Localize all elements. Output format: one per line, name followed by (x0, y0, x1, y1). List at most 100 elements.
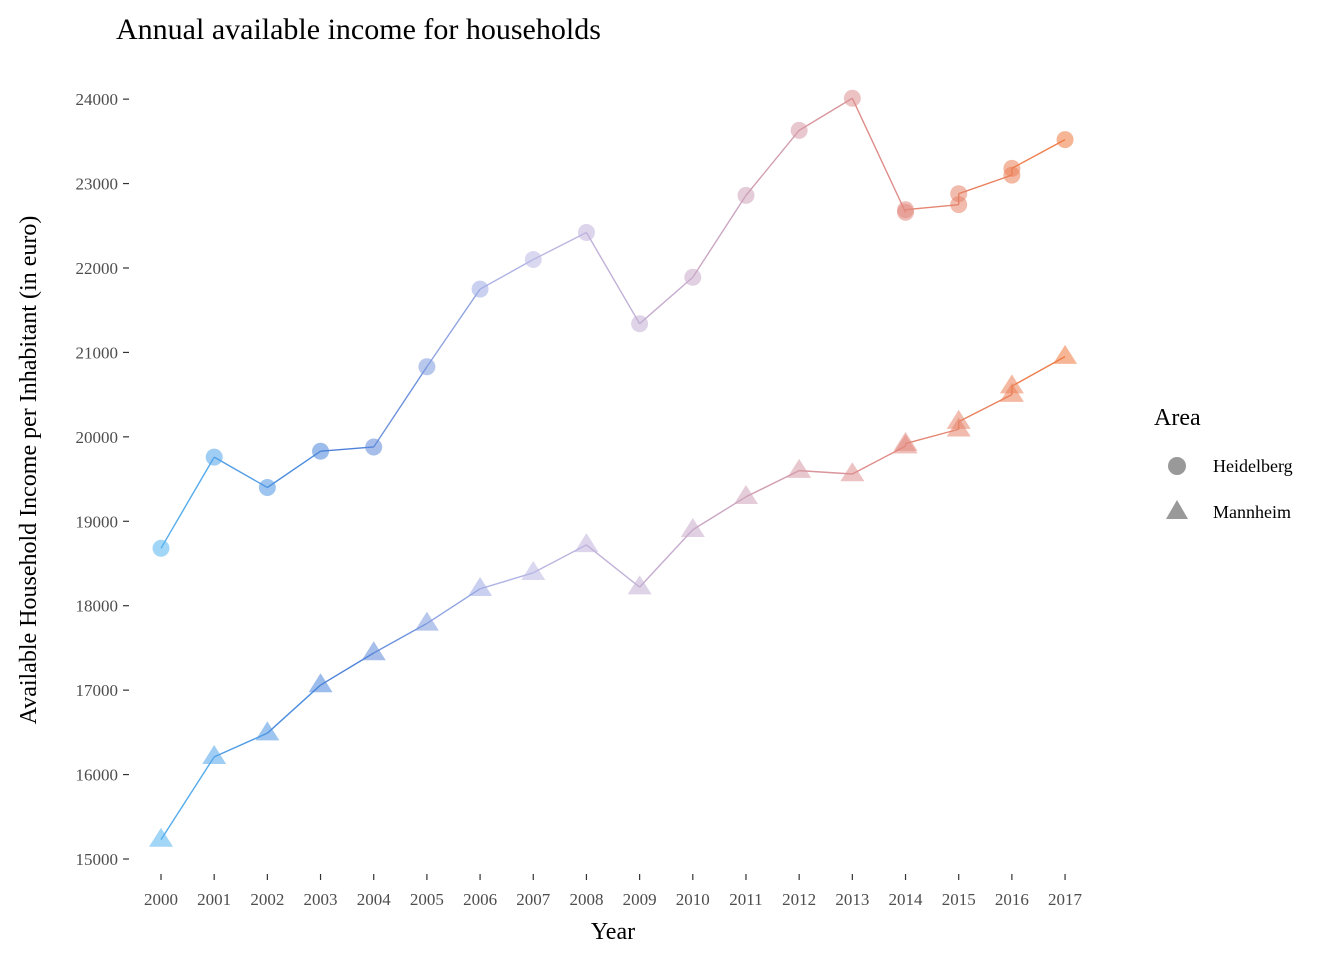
x-tick-label: 2002 (250, 890, 284, 909)
x-axis-title: Year (591, 919, 635, 945)
legend-label-heidelberg: Heidelberg (1213, 456, 1293, 476)
series-line-segment (160, 456, 215, 549)
data-point-triangle (893, 431, 918, 451)
y-tick-label: 23000 (76, 175, 119, 194)
series-line-segment (266, 450, 321, 489)
data-point-triangle (202, 745, 227, 765)
x-tick-label: 2006 (463, 890, 497, 909)
x-tick-label: 2004 (357, 890, 392, 909)
y-tick-label: 16000 (76, 766, 119, 785)
series-line-segment (639, 276, 694, 325)
data-point-circle (950, 185, 968, 203)
y-tick-label: 18000 (76, 597, 119, 616)
x-axis: 2000 2001 2002 2003 2004 2005 2006 2007 2008 2009… (144, 874, 1083, 909)
series-line-segment (266, 684, 322, 734)
series-line-segment (798, 97, 853, 131)
x-tick-label: 2010 (676, 890, 710, 909)
data-point-triangle (680, 517, 705, 537)
x-tick-label: 2008 (569, 890, 603, 909)
x-tick-label: 2007 (516, 890, 551, 909)
series-line-segment (320, 446, 374, 452)
legend: Area Heidelberg Mannheim (1154, 405, 1293, 522)
data-point-triangle (627, 575, 652, 595)
series-line-segment (213, 456, 268, 489)
x-tick-label: 2016 (995, 890, 1029, 909)
legend-title: Area (1154, 405, 1201, 431)
series-line-segment (426, 288, 481, 368)
y-tick-label: 22000 (76, 259, 119, 278)
y-tick-label: 19000 (76, 512, 119, 531)
series-line-segment (692, 194, 747, 278)
data-point-triangle (468, 577, 493, 597)
x-tick-label: 2017 (1048, 890, 1083, 909)
data-point-triangle (149, 827, 173, 847)
data-point-circle (577, 224, 595, 242)
series-line-segment (373, 366, 428, 448)
series-line-segment (799, 469, 853, 475)
data-point-circle (737, 186, 755, 204)
data-point-triangle (574, 533, 599, 553)
data-point-circle (524, 251, 542, 269)
data-point-circle (258, 479, 276, 497)
y-tick-label: 21000 (76, 343, 119, 362)
x-tick-label: 2013 (835, 890, 869, 909)
data-point-triangle (414, 611, 439, 631)
y-tick-label: 17000 (76, 681, 119, 700)
legend-label-mannheim: Mannheim (1213, 502, 1291, 522)
y-tick-label: 20000 (76, 428, 119, 447)
legend-triangle-marker (1166, 500, 1188, 519)
data-point-triangle (361, 641, 386, 661)
data-point-triangle (521, 561, 546, 581)
series-line-segment (958, 174, 1013, 195)
data-point-circle (843, 89, 861, 107)
y-tick-label: 15000 (76, 850, 119, 869)
data-point-circle (1003, 159, 1021, 177)
data-point-circle (312, 442, 330, 460)
plot-area (149, 89, 1078, 847)
series-heidelberg (152, 89, 1074, 557)
x-tick-label: 2003 (304, 890, 338, 909)
data-point-triangle (733, 485, 758, 505)
y-axis-title: Available Household Income per Inhabitan… (16, 216, 42, 725)
data-point-circle (471, 280, 489, 298)
series-line-segment (532, 231, 587, 261)
data-point-circle (418, 358, 436, 376)
y-axis: 15000 16000 17000 18000 19000 20000 21000 22000… (76, 90, 129, 869)
data-point-circle (684, 268, 702, 286)
data-point-triangle (1053, 344, 1078, 364)
data-point-triangle (787, 458, 812, 478)
series-line-segment (639, 529, 694, 588)
x-tick-label: 2009 (623, 890, 657, 909)
x-tick-label: 2012 (782, 890, 816, 909)
series-line-segment (160, 756, 215, 840)
data-point-circle (152, 539, 170, 557)
data-point-triangle (255, 721, 280, 741)
series-line-segment (585, 232, 641, 325)
x-tick-label: 2000 (144, 890, 178, 909)
data-point-triangle (946, 409, 971, 429)
x-tick-label: 2015 (942, 890, 976, 909)
series-line-segment (905, 203, 959, 211)
data-point-circle (365, 438, 383, 456)
x-tick-label: 2005 (410, 890, 444, 909)
data-point-circle (790, 121, 808, 139)
data-point-triangle (999, 374, 1024, 394)
data-point-triangle (308, 673, 333, 693)
series-line-segment (851, 97, 907, 213)
data-point-triangle (840, 462, 865, 482)
series-line-segment (479, 258, 534, 290)
data-point-circle (897, 201, 915, 219)
data-point-circle (631, 315, 649, 333)
x-tick-label: 2014 (889, 890, 924, 909)
legend-circle-marker (1168, 457, 1186, 475)
data-point-circle (205, 448, 223, 466)
series-line-segment (745, 129, 800, 196)
y-tick-label: 24000 (76, 90, 119, 109)
data-point-circle (1056, 131, 1074, 149)
x-tick-label: 2001 (197, 890, 231, 909)
chart-title: Annual available income for households (116, 13, 601, 46)
series-line-segment (1011, 139, 1066, 169)
series-mannheim (149, 344, 1078, 847)
x-tick-label: 2011 (729, 890, 762, 909)
